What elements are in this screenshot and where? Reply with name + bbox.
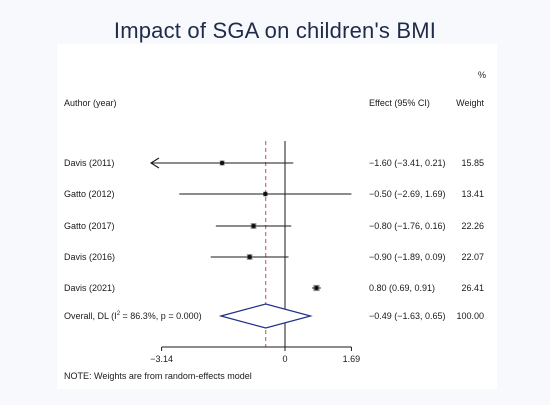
point-estimate <box>263 191 268 197</box>
overall-label: Overall, DL (I2 = 86.3%, p = 0.000) <box>64 311 202 321</box>
effect-ci-value: −1.60 (−3.41, 0.21) <box>369 158 446 168</box>
x-axis: −3.14 0 1.69 <box>150 346 361 364</box>
effect-ci-value: 0.80 (0.69, 0.91) <box>369 283 435 293</box>
header-weight: Weight <box>456 98 484 108</box>
study-row: Davis (2021) 0.80 (0.69, 0.91) 26.41 <box>64 283 484 293</box>
point-estimate <box>219 160 225 166</box>
effect-ci-value: −0.90 (−1.89, 0.09) <box>369 252 446 262</box>
study-label: Gatto (2017) <box>64 221 115 231</box>
study-label: Davis (2011) <box>64 158 114 168</box>
header-effect-ci: Effect (95% CI) <box>369 98 430 108</box>
study-label: Gatto (2012) <box>64 189 115 199</box>
study-row: Davis (2016) −0.90 (−1.89, 0.09) 22.07 <box>64 252 484 262</box>
weight-value: 22.07 <box>461 252 484 262</box>
overall-diamond <box>218 303 313 329</box>
forest-plot-panel <box>57 44 497 389</box>
weight-value: 22.26 <box>461 221 484 231</box>
header-percent: % <box>478 70 486 80</box>
slide-title: Impact of SGA on children's BMI <box>113 18 437 43</box>
overall-weight: 100.00 <box>456 311 484 321</box>
study-label: Davis (2021) <box>64 283 115 293</box>
study-row: Davis (2011) −1.60 (−3.41, 0.21) 15.85 <box>64 157 484 169</box>
effect-ci-value: −0.80 (−1.76, 0.16) <box>369 221 446 231</box>
footnote: NOTE: Weights are from random-effects mo… <box>64 371 252 381</box>
overall-row: Overall, DL (I2 = 86.3%, p = 0.000) −0.49… <box>64 303 484 329</box>
point-estimate <box>251 223 256 229</box>
point-estimate <box>314 285 319 291</box>
study-row: Gatto (2017) −0.80 (−1.76, 0.16) 22.26 <box>64 221 484 231</box>
weight-value: 15.85 <box>461 158 484 168</box>
point-estimate <box>247 254 252 260</box>
weight-value: 26.41 <box>461 283 484 293</box>
x-tick-label: −3.14 <box>150 354 173 364</box>
header-author-year: Author (year) <box>64 98 117 108</box>
plot-area: Davis (2011) −1.60 (−3.41, 0.21) 15.85 Gatt… <box>64 141 484 364</box>
overall-effect-ci: −0.49 (−1.63, 0.65) <box>369 311 446 321</box>
x-tick-label: 1.69 <box>343 354 361 364</box>
ci-arrow <box>149 157 160 169</box>
weight-value: 13.41 <box>461 189 484 199</box>
study-label: Davis (2016) <box>64 252 115 262</box>
study-row: Gatto (2012) −0.50 (−2.69, 1.69) 13.41 <box>64 189 484 199</box>
effect-ci-value: −0.50 (−2.69, 1.69) <box>369 189 446 199</box>
x-tick-label: 0 <box>282 354 287 364</box>
